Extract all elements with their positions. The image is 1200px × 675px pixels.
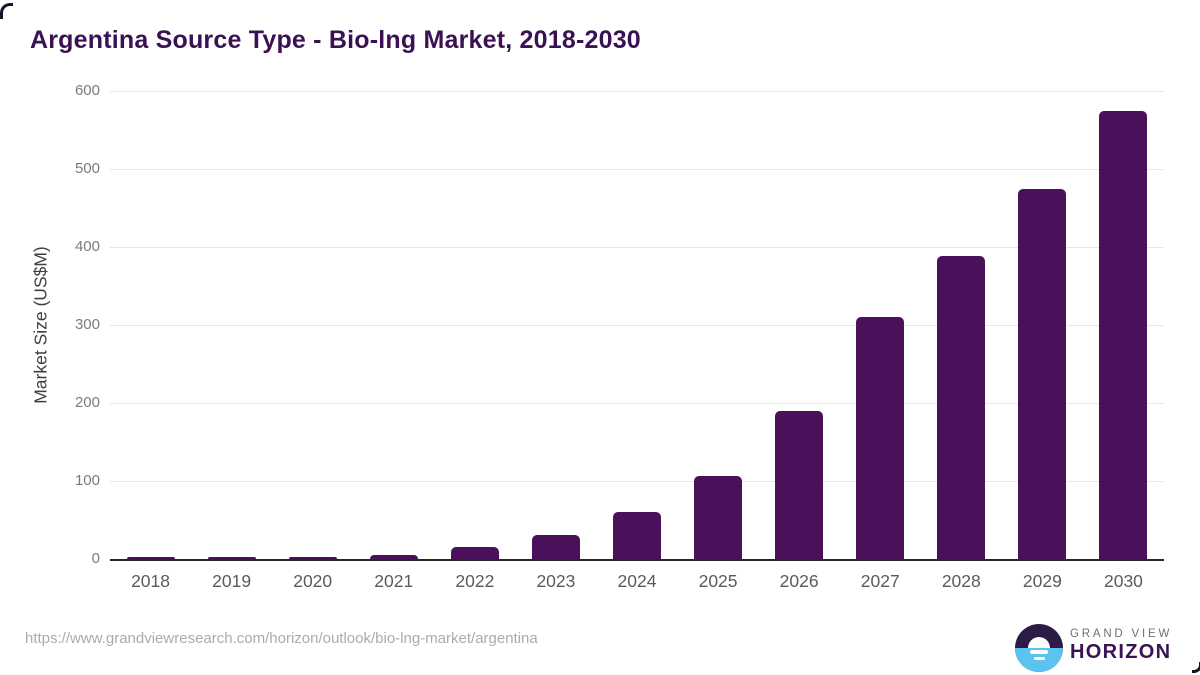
- logo-product-line: HORIZON: [1070, 641, 1172, 663]
- bar-2029: [1018, 188, 1067, 559]
- bar-2020: [288, 556, 337, 559]
- bar-2022: [450, 547, 499, 559]
- y-tick-label: 500: [74, 160, 100, 177]
- bar-2019: [207, 557, 256, 559]
- sea-half: [1015, 648, 1063, 672]
- gridline: [110, 325, 1164, 326]
- corner-artifact-top-left: [0, 3, 13, 19]
- bar-2024: [613, 512, 661, 559]
- x-tick-label: 2018: [131, 571, 170, 591]
- gridline: [110, 91, 1164, 92]
- source-url-text: https://www.grandviewresearch.com/horizo…: [25, 630, 538, 647]
- corner-artifact-bottom-right: [1192, 662, 1200, 673]
- bar-2028: [937, 256, 986, 559]
- y-tick-label: 400: [74, 238, 100, 255]
- gridline: [110, 247, 1164, 248]
- horizon-sun-icon: [1015, 624, 1063, 672]
- x-tick-label: 2023: [536, 571, 576, 591]
- x-tick-label: 2026: [779, 571, 819, 591]
- x-tick-label: 2029: [1022, 571, 1062, 591]
- y-tick-label: 100: [74, 472, 100, 489]
- plot-area: [110, 91, 1164, 561]
- x-tick-label: 2027: [860, 571, 900, 591]
- page-title: Argentina Source Type - Bio-lng Market, …: [30, 26, 641, 54]
- y-tick-label: 600: [74, 82, 100, 99]
- y-tick-label: 0: [91, 550, 100, 567]
- x-tick-label: 2025: [698, 571, 738, 591]
- x-tick-label: 2028: [941, 571, 981, 591]
- bar-2026: [775, 410, 824, 559]
- x-tick-label: 2030: [1103, 571, 1143, 591]
- x-tick-label: 2021: [374, 571, 414, 591]
- reflection-dash: [1030, 650, 1048, 654]
- reflection-dash: [1033, 656, 1045, 660]
- x-tick-label: 2020: [293, 571, 333, 591]
- x-tick-label: 2019: [212, 571, 252, 591]
- bar-2023: [531, 534, 580, 559]
- x-tick-label: 2022: [455, 571, 495, 591]
- bar-2025: [694, 475, 743, 559]
- bar-2030: [1099, 111, 1148, 559]
- gridline: [110, 403, 1164, 404]
- bar-2027: [856, 317, 905, 559]
- grand-view-horizon-logo: GRAND VIEW HORIZON: [1015, 624, 1175, 672]
- logo-brand-line: GRAND VIEW: [1070, 628, 1173, 640]
- logo-text: GRAND VIEW HORIZON: [1070, 628, 1172, 664]
- x-tick-label: 2024: [617, 571, 657, 591]
- bar-2021: [369, 555, 418, 559]
- gridline: [110, 169, 1164, 170]
- y-tick-label: 200: [74, 394, 100, 411]
- gridline: [110, 481, 1164, 482]
- bar-chart: Market Size (US$M) 0 100 200 300 400 500 600 20…: [31, 82, 1164, 591]
- y-tick-label: 300: [74, 316, 100, 333]
- bar-2018: [126, 557, 175, 559]
